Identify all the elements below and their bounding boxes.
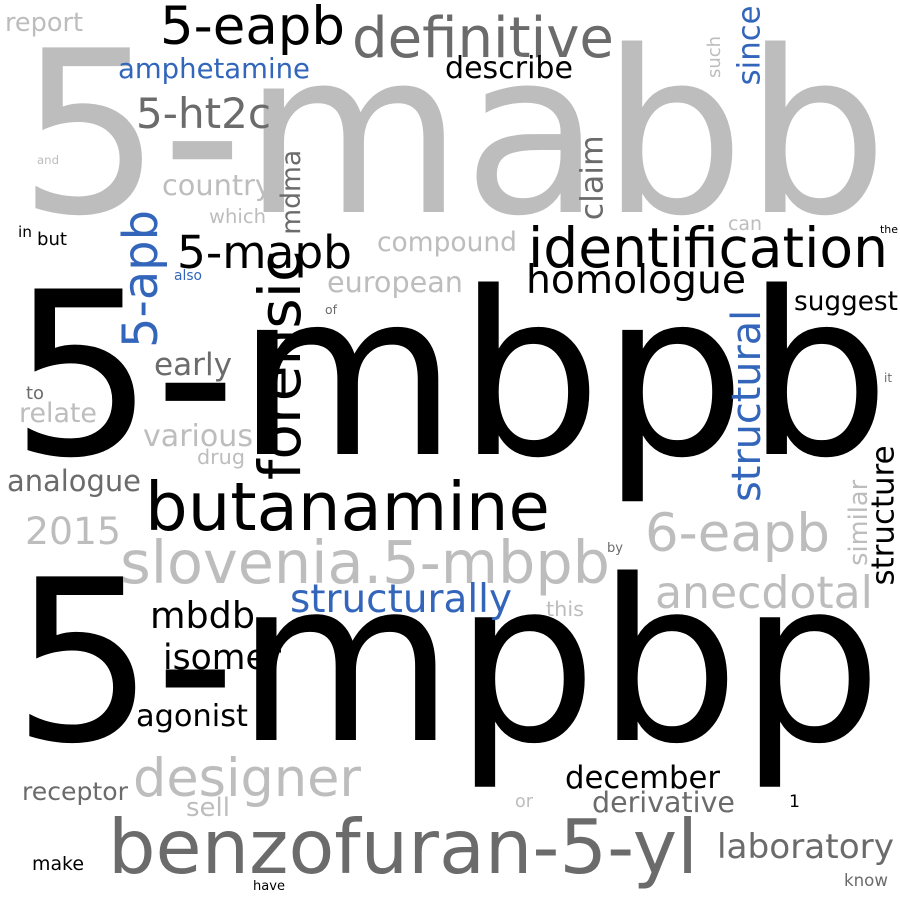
word: to: [26, 383, 44, 404]
word: the: [880, 222, 899, 236]
word: describe: [445, 51, 573, 86]
word: structurally: [290, 576, 512, 622]
word: slovenia.5-mbpb: [120, 527, 610, 597]
word: such: [704, 36, 725, 78]
word: laboratory: [717, 826, 895, 867]
word: also: [174, 268, 202, 285]
word: have: [253, 878, 285, 894]
word: know: [844, 870, 888, 890]
word: mdma: [276, 149, 308, 235]
word: december: [565, 760, 720, 796]
word: make: [32, 852, 84, 875]
word: 5-apb: [114, 209, 170, 348]
word: it: [884, 371, 892, 385]
word: which: [209, 205, 266, 229]
word: claim: [574, 134, 611, 220]
word: structural: [724, 309, 771, 502]
word: receptor: [22, 777, 128, 807]
word: country: [162, 167, 272, 202]
word: this: [546, 596, 584, 621]
word: 6-eapb: [645, 502, 830, 564]
word: identification: [528, 215, 888, 280]
word: sell: [186, 793, 230, 823]
word: since: [731, 4, 768, 85]
word: derivative: [592, 785, 735, 819]
word: similar: [844, 480, 875, 566]
word: 5-mpbp: [12, 531, 882, 793]
word: but: [37, 229, 67, 250]
word: relate: [19, 397, 97, 429]
word: 5-eapb: [160, 0, 345, 57]
word: drug: [197, 444, 245, 469]
word: analogue: [7, 463, 141, 498]
word: forensic: [245, 249, 314, 481]
word: various: [143, 419, 253, 454]
word: in: [18, 222, 33, 241]
word: and: [37, 153, 59, 168]
word: designer: [133, 747, 361, 809]
word: isomer: [163, 637, 281, 678]
word: butanamine: [145, 468, 550, 547]
word: homologue: [526, 258, 746, 304]
word: mbdb: [150, 593, 255, 637]
word: 5-ht2c: [136, 88, 271, 138]
word: 5-mabb: [18, 3, 888, 267]
word: 5-mapb: [177, 226, 352, 280]
word: suggest: [794, 286, 898, 317]
word: anecdotal: [655, 567, 873, 619]
word: amphetamine: [118, 53, 310, 86]
word: 2015: [25, 509, 121, 554]
word: european: [327, 264, 463, 299]
word: agonist: [136, 698, 248, 734]
word: definitive: [352, 5, 614, 71]
word: or: [515, 792, 533, 813]
word: by: [607, 540, 623, 556]
word: compound: [377, 226, 517, 258]
word: early: [154, 346, 232, 383]
word: of: [325, 302, 337, 318]
word: 1: [789, 792, 800, 813]
word: benzofuran-5-yl: [108, 803, 698, 891]
word: 5-mbpb: [10, 242, 890, 508]
word: report: [5, 8, 83, 39]
word: can: [728, 212, 762, 235]
